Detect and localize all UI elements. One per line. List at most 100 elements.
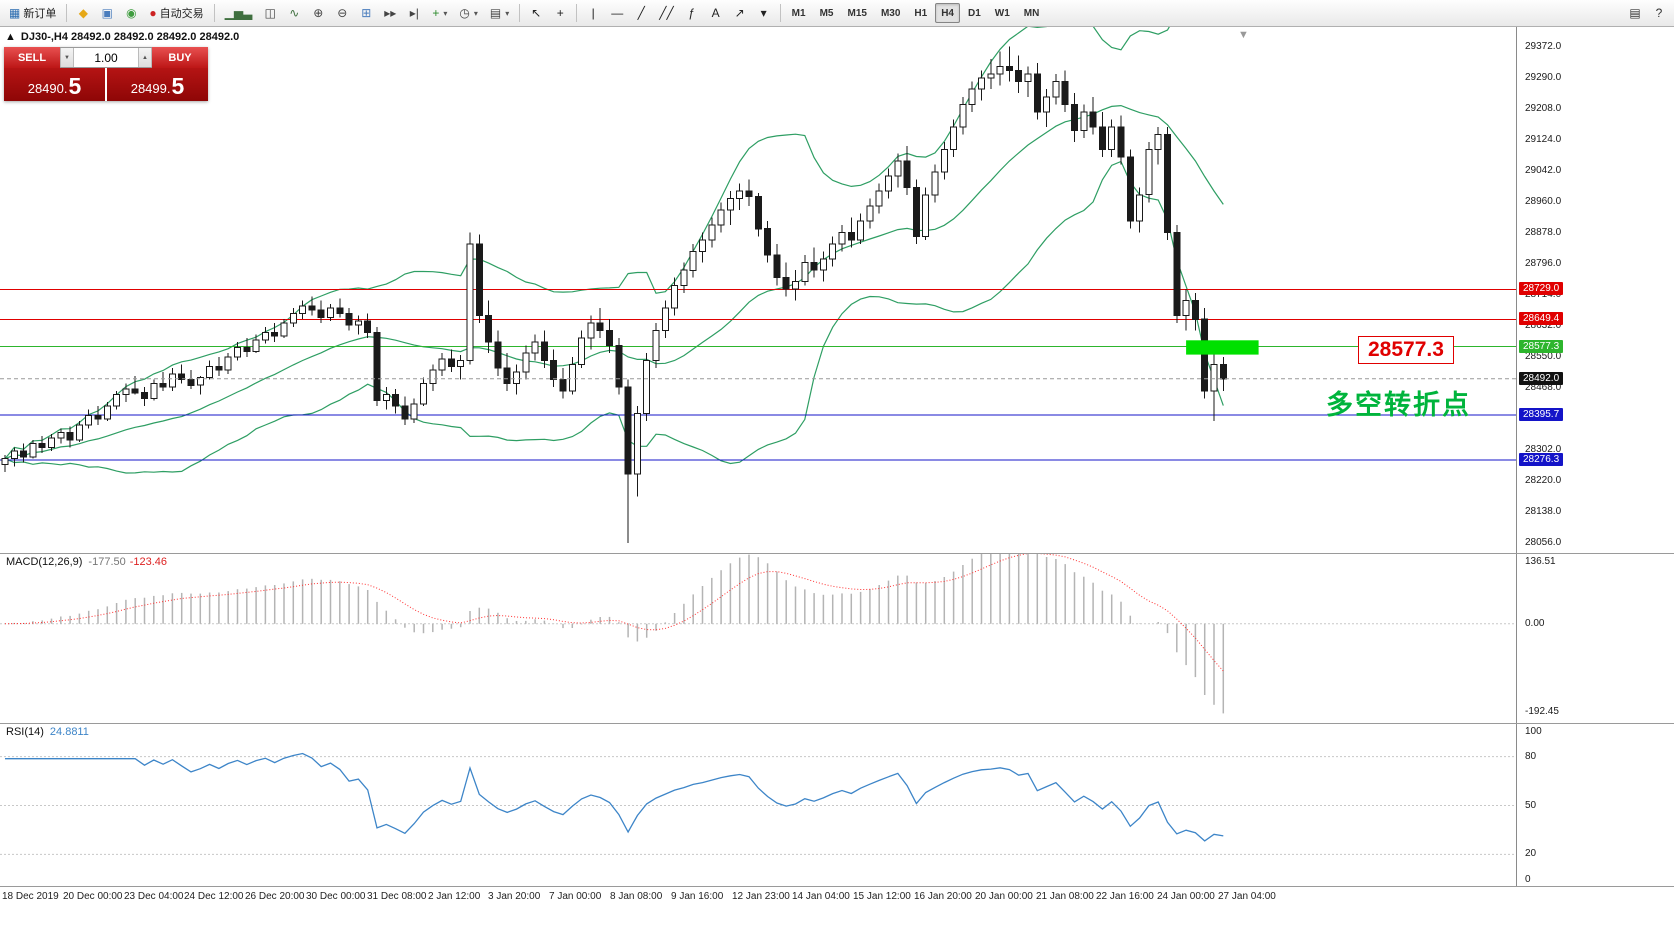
macd-label: MACD(12,26,9) -177.50 -123.46 — [6, 556, 167, 568]
chart-shift-marker-icon[interactable]: ▼ — [1238, 29, 1249, 41]
timeframe-m5[interactable]: M5 — [819, 7, 834, 19]
cursor-icon[interactable]: ↖ — [525, 2, 547, 24]
price-chart-pane[interactable]: 29372.0 29290.0 29208.0 29124.0 29042.0 28960… — [0, 27, 1674, 553]
time-label: 24 Jan 00:00 — [1157, 891, 1215, 902]
macd-axis[interactable]: 136.51 0.00 -192.45 — [1516, 554, 1674, 723]
timeframe-mn[interactable]: MN — [1023, 7, 1040, 19]
indicators-icon-glyph: + — [432, 6, 440, 20]
auto-trading-button[interactable]: ● 自动交易 — [144, 2, 208, 24]
chart-candles-icon-glyph: ◫ — [264, 6, 276, 20]
fibonacci-icon-glyph: ƒ — [688, 6, 696, 20]
chart-candles-icon[interactable]: ◫ — [259, 2, 281, 24]
price-tag-blue: 28276.3 — [1519, 453, 1564, 466]
notifications-icon-glyph: ◉ — [126, 6, 137, 20]
sell-button[interactable]: SELL — [4, 47, 60, 68]
volume-field: ▼ 1.00 ▲ — [60, 47, 152, 68]
macd-histogram — [13, 554, 1225, 714]
channel-icon[interactable]: ╱╱ — [654, 2, 678, 24]
timeframe-m1[interactable]: M1 — [791, 7, 806, 19]
help-icon[interactable]: ? — [1648, 2, 1670, 24]
time-label: 12 Jan 23:00 — [732, 891, 790, 902]
toolbar-separator — [213, 4, 215, 22]
chevron-down-icon: ▾ — [505, 8, 510, 18]
zoom-in-icon[interactable]: ⊕ — [307, 2, 329, 24]
bollinger-middle[interactable] — [4, 104, 1224, 460]
time-label: 7 Jan 00:00 — [549, 891, 602, 902]
chart-bars-icon-glyph: ▁▅▃ — [224, 6, 253, 20]
one-click-trading-widget: SELL ▼ 1.00 ▲ BUY 28490. 5 28499. 5 — [4, 47, 208, 101]
macd-tick: -192.45 — [1525, 706, 1559, 717]
chart-line-icon[interactable]: ∿ — [283, 2, 305, 24]
notifications-icon[interactable]: ◉ — [120, 2, 142, 24]
price-tag-red: 28729.0 — [1519, 282, 1564, 295]
buy-price-pips: 5 — [171, 73, 185, 99]
rsi-tick: 50 — [1525, 800, 1537, 811]
time-label: 26 Dec 20:00 — [245, 891, 305, 902]
price-tick: 29042.0 — [1525, 165, 1562, 176]
arrows-icon[interactable]: ↗ — [729, 2, 751, 24]
rsi-tick: 80 — [1525, 751, 1537, 762]
trendline-icon[interactable]: ╱ — [630, 2, 652, 24]
macd-chart[interactable] — [0, 554, 1516, 724]
shapes-dropdown[interactable]: ▾ — [753, 2, 775, 24]
price-axis[interactable]: 29372.0 29290.0 29208.0 29124.0 29042.0 28960… — [1516, 27, 1674, 553]
timeframe-h4[interactable]: H4 — [935, 3, 960, 23]
price-chart[interactable] — [0, 27, 1516, 553]
templates-icon[interactable]: ▤ ▾ — [485, 2, 514, 24]
volume-increase-button[interactable]: ▲ — [138, 48, 152, 67]
timeframe-m30[interactable]: M30 — [880, 7, 901, 19]
horizontal-line-icon[interactable]: — — [606, 2, 628, 24]
price-tick: 29372.0 — [1525, 41, 1562, 52]
buy-price-display[interactable]: 28499. 5 — [107, 68, 208, 101]
highlight-rectangle[interactable] — [1186, 340, 1259, 355]
rsi-axis[interactable]: 100 80 50 20 0 — [1516, 724, 1674, 886]
time-axis[interactable]: 18 Dec 2019 20 Dec 00:00 23 Dec 04:00 24 De… — [0, 886, 1674, 912]
rsi-name: RSI(14) — [6, 726, 44, 738]
terminal-icon-glyph: ▣ — [101, 6, 114, 20]
auto-trading-button-label: 自动交易 — [159, 8, 204, 20]
volume-decrease-button[interactable]: ▼ — [60, 48, 74, 67]
bollinger-upper[interactable] — [4, 27, 1223, 460]
rsi-line — [5, 752, 1224, 842]
vertical-line-icon[interactable]: | — [582, 2, 604, 24]
sell-price-display[interactable]: 28490. 5 — [4, 68, 105, 101]
crosshair-icon[interactable]: + — [549, 2, 571, 24]
symbol-info: ▲ DJ30-,H4 28492.0 28492.0 28492.0 28492… — [5, 31, 239, 43]
new-order-button[interactable]: ▦ 新订单 — [4, 2, 61, 24]
turning-point-annotation[interactable]: 多空转折点 — [1326, 390, 1471, 420]
chart-shift-icon[interactable]: ▸| — [403, 2, 425, 24]
zoom-out-icon[interactable]: ⊖ — [331, 2, 353, 24]
bollinger-lower[interactable] — [4, 160, 1224, 474]
time-label: 31 Dec 08:00 — [367, 891, 427, 902]
timeframe-d1[interactable]: D1 — [967, 7, 981, 19]
price-tick: 28468.0 — [1525, 382, 1562, 393]
buy-button[interactable]: BUY — [152, 47, 208, 68]
toolbar-separator — [519, 4, 521, 22]
text-icon[interactable]: A — [705, 2, 727, 24]
macd-pane[interactable]: 136.51 0.00 -192.45 MACD(12,26,9) -177.50 -1… — [0, 553, 1674, 723]
tile-windows-icon[interactable]: ⊞ — [355, 2, 377, 24]
price-callout-label[interactable]: 28577.3 — [1358, 336, 1454, 364]
chevron-down-icon: ▾ — [473, 8, 478, 18]
timeframe-m15[interactable]: M15 — [847, 7, 867, 19]
print-icon[interactable]: ▤ — [1624, 2, 1646, 24]
chart-bars-icon[interactable]: ▁▅▃ — [220, 2, 258, 24]
price-tick: 28056.0 — [1525, 537, 1562, 548]
price-tick: 29124.0 — [1525, 134, 1562, 145]
terminal-icon[interactable]: ▣ — [96, 2, 118, 24]
volume-input[interactable]: 1.00 — [94, 50, 118, 65]
price-tick: 29208.0 — [1525, 103, 1562, 114]
price-tick: 28796.0 — [1525, 258, 1562, 269]
indicators-icon[interactable]: + ▾ — [427, 2, 452, 24]
periods-icon[interactable]: ◷ ▾ — [454, 2, 483, 24]
mql-community-icon[interactable]: ◆ — [72, 2, 94, 24]
timeframe-w1[interactable]: W1 — [994, 7, 1010, 19]
rsi-chart[interactable] — [0, 724, 1516, 887]
time-label: 15 Jan 12:00 — [853, 891, 911, 902]
fibonacci-icon[interactable]: ƒ — [681, 2, 703, 24]
rsi-pane[interactable]: 100 80 50 20 0 RSI(14) 24.8811 — [0, 723, 1674, 886]
rsi-tick: 0 — [1525, 874, 1531, 885]
symbol-ohlc-text: DJ30-,H4 28492.0 28492.0 28492.0 28492.0 — [20, 31, 240, 43]
timeframe-h1[interactable]: H1 — [914, 7, 928, 19]
auto-scroll-icon[interactable]: ▸▸ — [379, 2, 401, 24]
